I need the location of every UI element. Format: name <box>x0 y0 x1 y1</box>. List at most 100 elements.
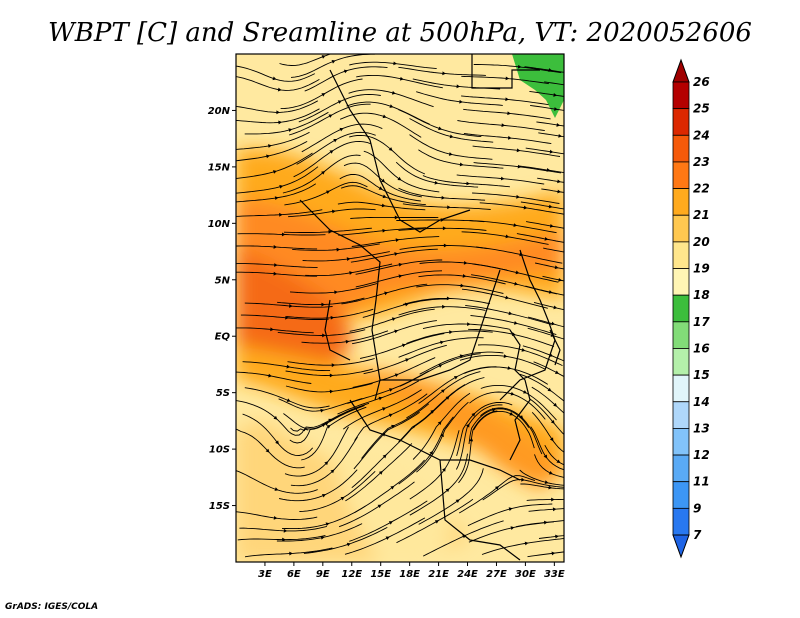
streamline <box>458 410 498 484</box>
streamline <box>354 393 428 441</box>
streamline-arrow <box>548 290 553 294</box>
streamline-arrow <box>544 236 549 241</box>
streamline-arrow <box>505 97 509 102</box>
streamline-arrow <box>453 376 458 380</box>
colorbar-level-label: 16 <box>693 341 710 355</box>
streamline <box>289 283 378 294</box>
streamline-arrow <box>274 196 279 200</box>
colorbar-level-label: 12 <box>693 448 710 462</box>
streamline-arrow <box>266 154 270 159</box>
streamline-arrow <box>462 274 467 278</box>
streamline <box>236 166 319 194</box>
streamline-arrow <box>382 228 387 233</box>
streamline-arrow <box>388 413 393 418</box>
streamline-arrow <box>517 64 522 69</box>
chart-title: WBPT [C] and Sreamline at 500hPa, VT: 20… <box>48 18 752 48</box>
streamline-arrow <box>329 373 334 378</box>
streamlines <box>236 54 564 558</box>
streamline-arrow <box>445 396 450 400</box>
streamline <box>301 330 389 344</box>
streamline <box>537 177 564 183</box>
streamline-arrow <box>279 212 283 217</box>
streamline-arrow <box>551 321 556 326</box>
x-tick-label: 12E <box>341 569 362 580</box>
streamline-arrow <box>395 238 400 242</box>
streamline-arrow <box>548 204 553 209</box>
streamline-arrow <box>463 260 468 265</box>
streamline-arrow <box>505 295 510 300</box>
y-tick-label: 10N <box>208 219 231 230</box>
streamline-arrow <box>389 104 394 108</box>
streamline <box>305 263 393 277</box>
streamline <box>236 65 316 82</box>
streamline-arrow <box>324 461 329 466</box>
streamline <box>343 389 422 430</box>
streamline <box>396 498 474 544</box>
streamline-arrow <box>384 291 389 296</box>
streamline-arrow <box>268 144 272 148</box>
streamline-arrow <box>429 450 433 455</box>
streamline <box>470 315 557 336</box>
streamline-arrow <box>554 265 559 270</box>
colorbar-level-label: 14 <box>693 395 710 409</box>
streamline-arrow <box>398 262 403 267</box>
streamline <box>277 297 365 306</box>
streamline <box>340 185 426 206</box>
colorbar-level-label: 11 <box>693 475 710 489</box>
streamline <box>412 392 471 460</box>
colorbar-level-label: 7 <box>693 528 702 542</box>
streamline <box>418 468 484 525</box>
streamline-arrow <box>544 480 549 484</box>
streamline <box>239 525 328 532</box>
streamline-arrow <box>397 176 402 181</box>
colorbar-swatch <box>672 321 690 349</box>
streamline-arrow <box>507 366 512 370</box>
streamline <box>534 454 564 478</box>
streamline-arrow <box>324 422 329 426</box>
streamline-arrow <box>274 263 278 267</box>
streamline <box>418 274 506 285</box>
streamline-arrow <box>521 477 525 482</box>
streamline-arrow <box>459 99 463 104</box>
streamline-arrow <box>551 551 556 556</box>
streamline <box>281 505 366 530</box>
streamline-arrow <box>388 521 393 525</box>
streamline <box>285 368 373 376</box>
y-tick-label: 10S <box>209 445 230 456</box>
streamline-arrow <box>321 302 325 307</box>
streamline-arrow <box>288 128 293 132</box>
streamline <box>409 118 494 143</box>
streamline <box>409 134 493 160</box>
streamline <box>467 503 553 527</box>
streamline-arrow <box>549 437 554 442</box>
streamline-arrow <box>330 315 335 320</box>
streamline <box>236 511 318 520</box>
streamline <box>419 351 504 375</box>
x-tick-label: 15E <box>370 569 391 580</box>
streamline-arrow <box>321 55 326 59</box>
streamline-arrow <box>467 322 471 327</box>
streamline <box>528 508 564 512</box>
streamline <box>284 181 368 206</box>
streamline-arrow <box>521 348 526 352</box>
colorbar-level-label: 24 <box>693 128 710 142</box>
streamline <box>289 405 365 444</box>
streamline-arrow <box>275 440 279 445</box>
streamline-arrow <box>274 487 279 491</box>
streamline <box>416 91 503 106</box>
streamline <box>337 380 420 415</box>
streamline <box>339 173 421 202</box>
streamline <box>284 426 349 477</box>
streamline <box>355 270 443 288</box>
streamline-arrow <box>516 194 520 199</box>
streamline <box>541 188 564 193</box>
streamline <box>527 327 564 340</box>
streamline-arrow <box>551 497 555 502</box>
streamline <box>406 371 481 419</box>
streamline-arrow <box>557 179 561 184</box>
streamline-arrow <box>543 454 548 459</box>
streamline-arrow <box>555 534 559 539</box>
streamline <box>529 90 564 97</box>
streamline <box>288 103 371 136</box>
streamline <box>398 66 486 76</box>
